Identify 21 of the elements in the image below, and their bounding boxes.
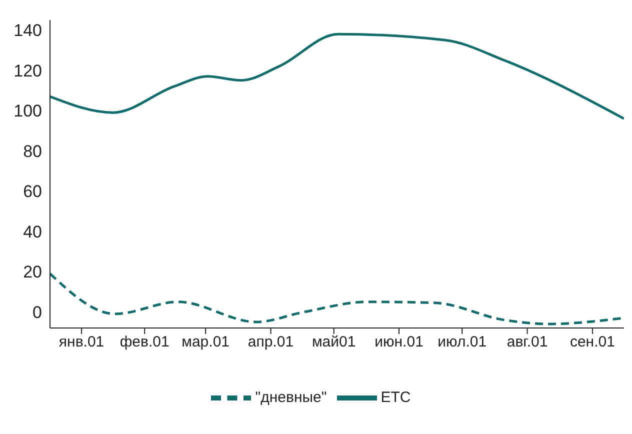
x-tick-label: мар.01 xyxy=(182,334,230,351)
y-tick-label: 20 xyxy=(23,262,42,282)
x-tick-label: июл.01 xyxy=(438,334,487,351)
x-tick-label: авг.01 xyxy=(506,334,548,351)
x-tick-label: фев.01 xyxy=(120,334,170,351)
y-tick-label: 120 xyxy=(14,61,42,80)
y-tick-label: 80 xyxy=(23,142,42,161)
line-series xyxy=(50,272,624,326)
y-tick-label: 60 xyxy=(23,182,42,202)
x-tick-label: апр.01 xyxy=(248,334,294,351)
y-tick-label: 100 xyxy=(14,102,42,121)
legend-label: "дневные" xyxy=(255,388,327,406)
x-tick-label: сен.01 xyxy=(570,334,615,351)
x-tick-label: янв.01 xyxy=(58,334,104,351)
x-tick-label: июн.01 xyxy=(374,334,424,351)
y-tick-label: 0 xyxy=(32,302,42,322)
x-tick-label: май01 xyxy=(312,334,356,351)
y-tick-label: 140 xyxy=(14,21,42,40)
legend-label: ETC xyxy=(380,388,411,406)
line-series xyxy=(50,32,624,120)
y-tick-label: 40 xyxy=(23,222,42,242)
